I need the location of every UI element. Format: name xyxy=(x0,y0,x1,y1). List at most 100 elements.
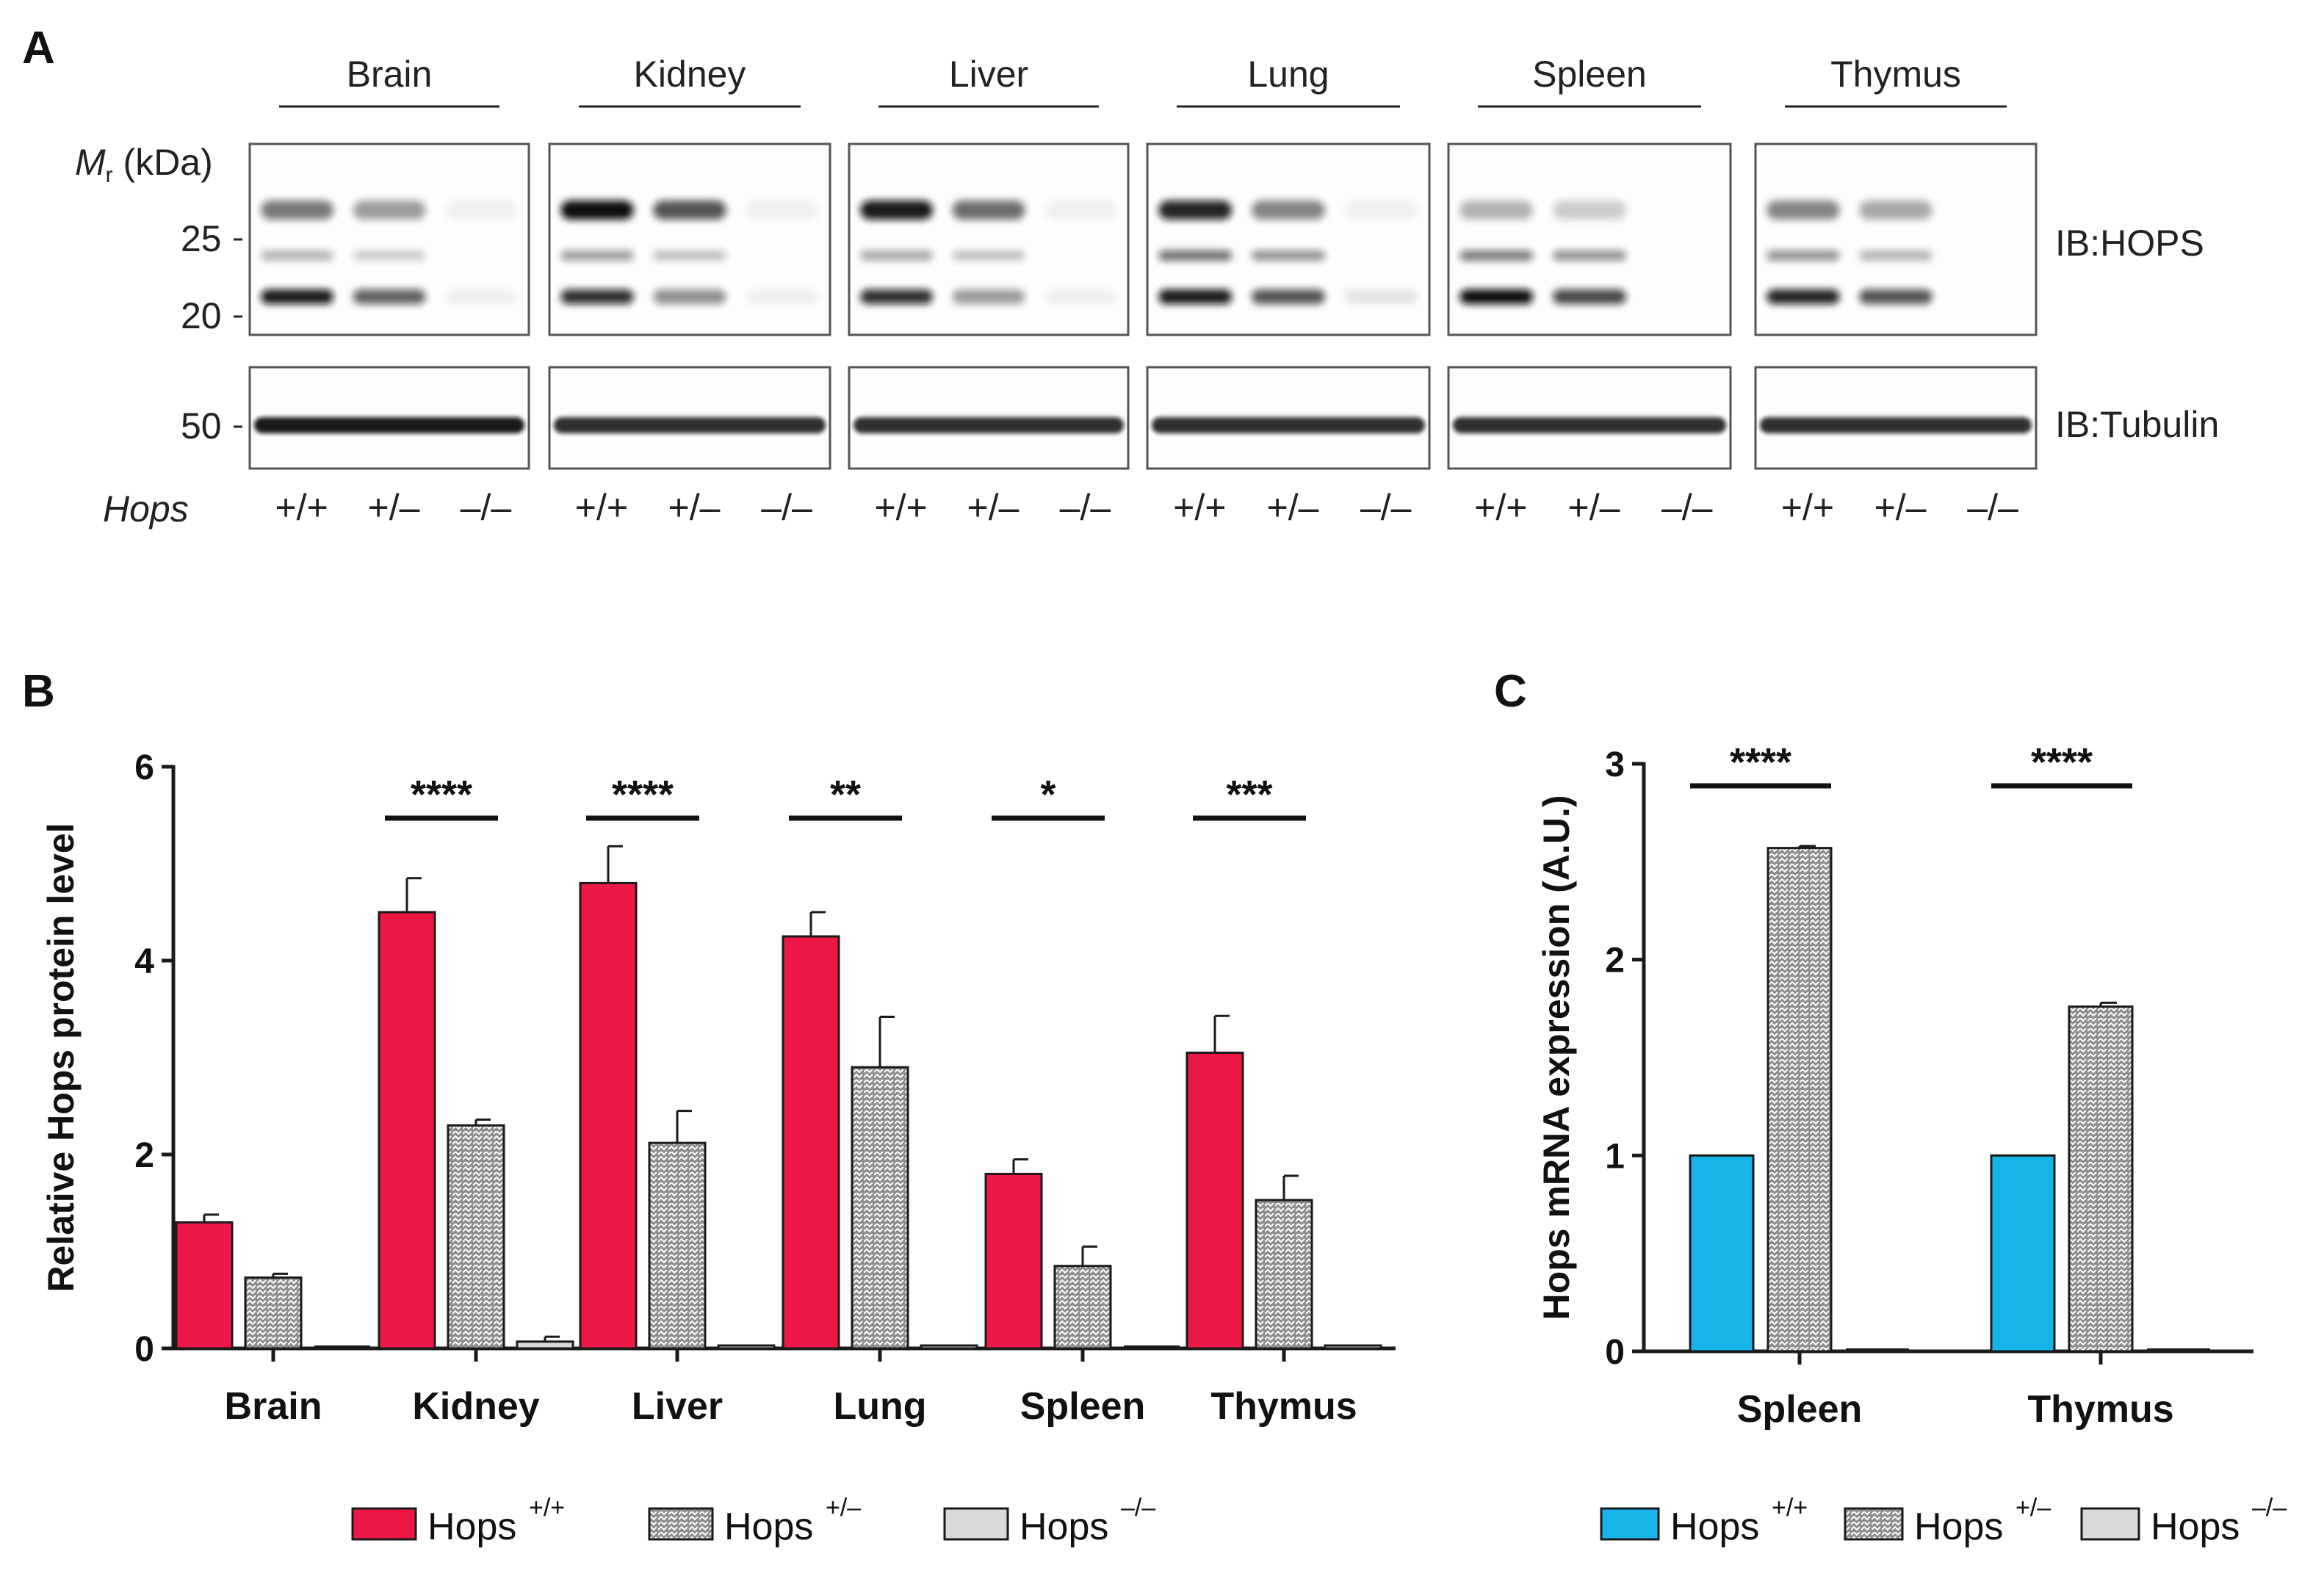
legend-superscript: –/– xyxy=(2252,1494,2287,1522)
protein-band xyxy=(261,250,333,261)
protein-band xyxy=(560,289,634,304)
genotype-label: +/+ xyxy=(1173,487,1226,528)
bar xyxy=(984,1172,1043,1350)
hops-blot-frame xyxy=(248,142,530,336)
marker-20: 20 xyxy=(181,295,222,336)
x-tick-label: Liver xyxy=(632,1385,723,1428)
y-tick-label: 1 xyxy=(1605,1137,1625,1176)
legend-superscript: +/– xyxy=(2016,1494,2051,1522)
bar xyxy=(2068,1005,2134,1353)
panel-b-letter: B xyxy=(22,666,55,717)
bar xyxy=(1124,1345,1180,1348)
bar xyxy=(1689,1154,1755,1353)
legend: Hops +/+ Hops +/– Hops –/– xyxy=(1600,1494,2287,1548)
genotype-label: –/– xyxy=(461,487,512,528)
hops-blot xyxy=(248,142,530,336)
genotype-label: +/+ xyxy=(1474,487,1527,528)
x-tick-label: Spleen xyxy=(1737,1388,1863,1431)
genotype-row-label: Hops xyxy=(103,488,189,530)
tubulin-band xyxy=(254,417,524,433)
protein-band xyxy=(1767,200,1840,220)
hops-blot-frame xyxy=(1754,142,2038,336)
significance-label: ** xyxy=(830,773,861,817)
hops-blot xyxy=(1447,142,1732,336)
legend-swatch xyxy=(1844,1507,1904,1541)
legend-label: Hops xyxy=(724,1506,813,1548)
genotype-label: +/+ xyxy=(275,487,328,528)
legend-swatch xyxy=(943,1507,1009,1541)
tubulin-blot xyxy=(1146,366,1431,470)
protein-band xyxy=(560,200,634,220)
legend-label: Hops xyxy=(1670,1506,1759,1548)
protein-band xyxy=(1158,250,1233,261)
y-tick-label: 0 xyxy=(134,1330,154,1369)
bar xyxy=(378,911,436,1350)
bar xyxy=(782,935,840,1350)
legend-swatch xyxy=(351,1507,417,1541)
protein-band xyxy=(1252,250,1325,261)
tubulin-band xyxy=(1152,417,1425,433)
protein-band xyxy=(1252,289,1325,304)
tissue-header: Spleen xyxy=(1532,54,1647,95)
protein-band xyxy=(1252,200,1325,220)
bar xyxy=(1767,847,1833,1353)
bar xyxy=(717,1344,776,1350)
genotype-label: +/– xyxy=(1568,487,1620,528)
protein-band xyxy=(560,250,634,261)
genotype-label: +/– xyxy=(668,487,721,528)
x-tick-label: Spleen xyxy=(1020,1385,1146,1428)
protein-band xyxy=(952,250,1025,261)
tissue-header: Thymus xyxy=(1830,54,1961,95)
bar xyxy=(1324,1344,1382,1350)
tissue-header: Lung xyxy=(1247,54,1329,95)
protein-band xyxy=(1044,289,1117,304)
y-tick-label: 2 xyxy=(1605,942,1625,980)
protein-band xyxy=(1459,200,1534,220)
legend-swatch xyxy=(2080,1507,2140,1541)
y-axis-title: Hops mRNA expression (A.U.) xyxy=(1536,795,1577,1320)
bar xyxy=(244,1276,303,1350)
protein-band xyxy=(445,289,518,304)
genotype-label: +/+ xyxy=(1781,487,1834,528)
x-tick-label: Brain xyxy=(225,1385,322,1428)
protein-band xyxy=(746,200,819,220)
protein-band xyxy=(1158,289,1233,304)
significance-label: **** xyxy=(2031,740,2093,784)
blot-label-tubulin: IB:Tubulin xyxy=(2055,404,2219,445)
y-tick-label: 6 xyxy=(134,748,154,787)
legend-label: Hops xyxy=(1020,1506,1108,1548)
hops-blot xyxy=(548,142,831,336)
mr-label: Mr (kDa) xyxy=(75,142,213,187)
legend-label: Hops xyxy=(427,1506,516,1548)
protein-band xyxy=(1044,200,1117,220)
tissue-header: Kidney xyxy=(634,54,746,95)
genotype-label: –/– xyxy=(1060,487,1111,528)
tubulin-band xyxy=(554,417,826,433)
protein-band xyxy=(746,289,819,304)
protein-band xyxy=(1767,250,1840,261)
tissue-header: Liver xyxy=(949,54,1028,95)
protein-band xyxy=(1158,200,1233,220)
hops-blot xyxy=(1754,142,2038,336)
genotype-labels: +/+ +/– –/– +/+ +/– –/– +/+ +/– –/– +/+ +/– –/– +/+ +… xyxy=(275,487,2018,528)
genotype-label: +/– xyxy=(1267,487,1319,528)
tissue-headers: Brain Kidney Liver Lung Spleen Thymus xyxy=(279,54,2007,108)
protein-band xyxy=(1553,289,1626,304)
x-tick-label: Kidney xyxy=(412,1385,539,1428)
tubulin-blot xyxy=(248,366,530,470)
tubulin-blot xyxy=(848,366,1130,470)
hops-blot xyxy=(1146,142,1431,336)
bar xyxy=(1846,1348,1909,1351)
significance-label: * xyxy=(1040,773,1055,817)
genotype-label: +/– xyxy=(967,487,1020,528)
western-blots xyxy=(248,142,2038,470)
significance-label: *** xyxy=(1226,773,1272,817)
protein-band xyxy=(1859,250,1933,261)
y-tick-label: 0 xyxy=(1605,1333,1625,1372)
protein-band xyxy=(860,289,933,304)
genotype-label: +/+ xyxy=(575,487,628,528)
protein-band xyxy=(1459,250,1534,261)
chart-b: 0 2 4 6 Relative Hops protein level Brain Kidn… xyxy=(40,748,1396,1548)
genotype-label: –/– xyxy=(1360,487,1412,528)
